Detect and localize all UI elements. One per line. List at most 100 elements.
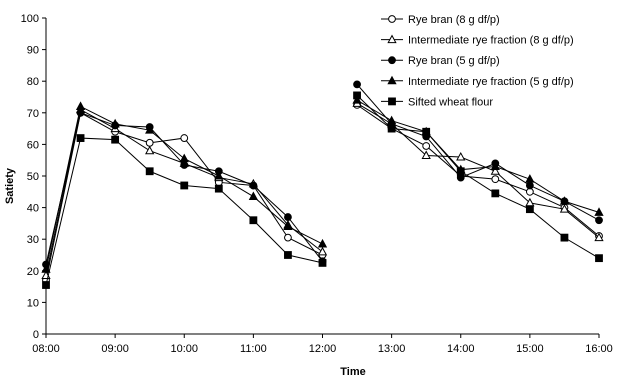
y-tick-label: 80: [27, 76, 39, 88]
data-point: [214, 184, 223, 193]
legend-item-2: Intermediate rye fraction (8 g df/p): [381, 34, 574, 47]
series-3-line-2: [356, 84, 600, 221]
data-point: [283, 221, 293, 231]
legend-label: Rye bran (8 g df/p): [408, 14, 500, 26]
y-tick-label: 0: [33, 329, 39, 341]
data-point: [422, 127, 431, 136]
y-tick-label: 50: [27, 171, 39, 183]
x-tick-label: 09:00: [101, 343, 129, 355]
axes: [45, 18, 599, 335]
y-tick-label: 60: [27, 139, 39, 151]
data-point: [525, 205, 534, 214]
data-point: [180, 161, 189, 169]
legend-item-4: Intermediate rye fraction (5 g df/p): [381, 75, 574, 88]
data-point: [42, 281, 50, 289]
data-point: [180, 134, 189, 142]
data-point: [594, 232, 604, 242]
x-axis-ticks: 08:00 09:00 10:00 11:00 12:00 13:00 14:00 15:00…: [32, 334, 613, 355]
y-axis-ticks: 0 10 20 30 40 50 60 70 80 90 100: [21, 13, 46, 341]
x-tick-label: 08:00: [32, 343, 60, 355]
data-point: [456, 151, 466, 161]
data-point: [284, 251, 292, 259]
series-layer: [41, 80, 604, 289]
x-tick-label: 15:00: [516, 343, 544, 355]
legend-label: Sifted wheat flour: [408, 96, 493, 108]
data-point: [76, 108, 85, 117]
data-point: [110, 118, 120, 128]
x-tick-label: 14:00: [447, 343, 475, 355]
data-point: [284, 213, 292, 221]
series-5-line-2: [356, 95, 600, 259]
data-point: [525, 181, 534, 190]
data-point: [594, 207, 604, 216]
y-tick-label: 90: [27, 45, 39, 57]
data-point: [387, 124, 396, 133]
data-point: [353, 80, 361, 89]
data-point: [318, 259, 327, 267]
y-axis-title: Satiety: [4, 167, 16, 204]
data-point: [559, 196, 570, 205]
data-point: [353, 91, 361, 100]
legend-item-3: Rye bran (5 g df/p): [381, 55, 500, 67]
data-point: [386, 115, 397, 125]
data-point: [214, 170, 224, 180]
data-point: [249, 181, 258, 190]
legend-marker: [387, 75, 397, 85]
data-point: [595, 254, 603, 263]
data-point: [560, 233, 569, 242]
data-point: [595, 216, 603, 225]
data-point: [145, 138, 154, 147]
legend-label: Rye bran (5 g df/p): [408, 55, 500, 67]
x-tick-label: 16:00: [585, 343, 613, 355]
y-tick-label: 30: [27, 234, 39, 246]
data-point: [75, 101, 86, 110]
legend-marker: [388, 97, 396, 106]
data-point: [490, 166, 500, 175]
data-point: [317, 246, 328, 256]
series-4: [41, 95, 604, 273]
legend: Rye bran (8 g df/p) Intermediate rye frac…: [381, 14, 574, 108]
y-tick-label: 10: [27, 297, 39, 309]
data-point: [421, 150, 431, 159]
legend-label: Intermediate rye fraction (8 g df/p): [408, 35, 574, 47]
legend-marker: [388, 15, 396, 23]
data-point: [248, 191, 259, 201]
data-point: [422, 142, 431, 150]
x-tick-label: 10:00: [170, 343, 198, 355]
data-point: [41, 264, 51, 273]
data-point: [145, 125, 155, 134]
series-1-line-2: [356, 104, 600, 237]
data-point: [180, 181, 189, 190]
data-point: [284, 233, 292, 242]
y-tick-label: 20: [27, 266, 39, 278]
data-point: [456, 167, 465, 176]
y-tick-label: 40: [27, 203, 39, 215]
y-tick-label: 70: [27, 108, 39, 120]
series-4-line-2: [356, 99, 600, 213]
data-point: [525, 187, 534, 196]
data-point: [491, 189, 500, 198]
data-point: [111, 135, 120, 144]
data-point: [490, 161, 500, 171]
y-tick-label: 100: [21, 13, 39, 25]
data-point: [456, 173, 465, 182]
data-point: [559, 204, 570, 213]
x-axis-title: Time: [340, 366, 365, 378]
legend-marker: [388, 56, 396, 65]
data-point: [317, 238, 328, 248]
data-point: [525, 174, 535, 183]
data-point: [145, 167, 154, 176]
data-point: [352, 95, 362, 104]
data-point: [179, 153, 189, 163]
x-tick-label: 11:00: [240, 343, 267, 355]
legend-item-5: Sifted wheat flour: [381, 96, 493, 108]
legend-item-1: Rye bran (8 g df/p): [381, 14, 500, 26]
legend-marker: [387, 34, 397, 44]
x-tick-label: 13:00: [378, 343, 406, 355]
legend-label: Intermediate rye fraction (5 g df/p): [408, 76, 574, 88]
data-point: [249, 216, 258, 225]
data-point: [491, 175, 500, 184]
series-5: [42, 91, 603, 289]
data-point: [76, 134, 85, 142]
